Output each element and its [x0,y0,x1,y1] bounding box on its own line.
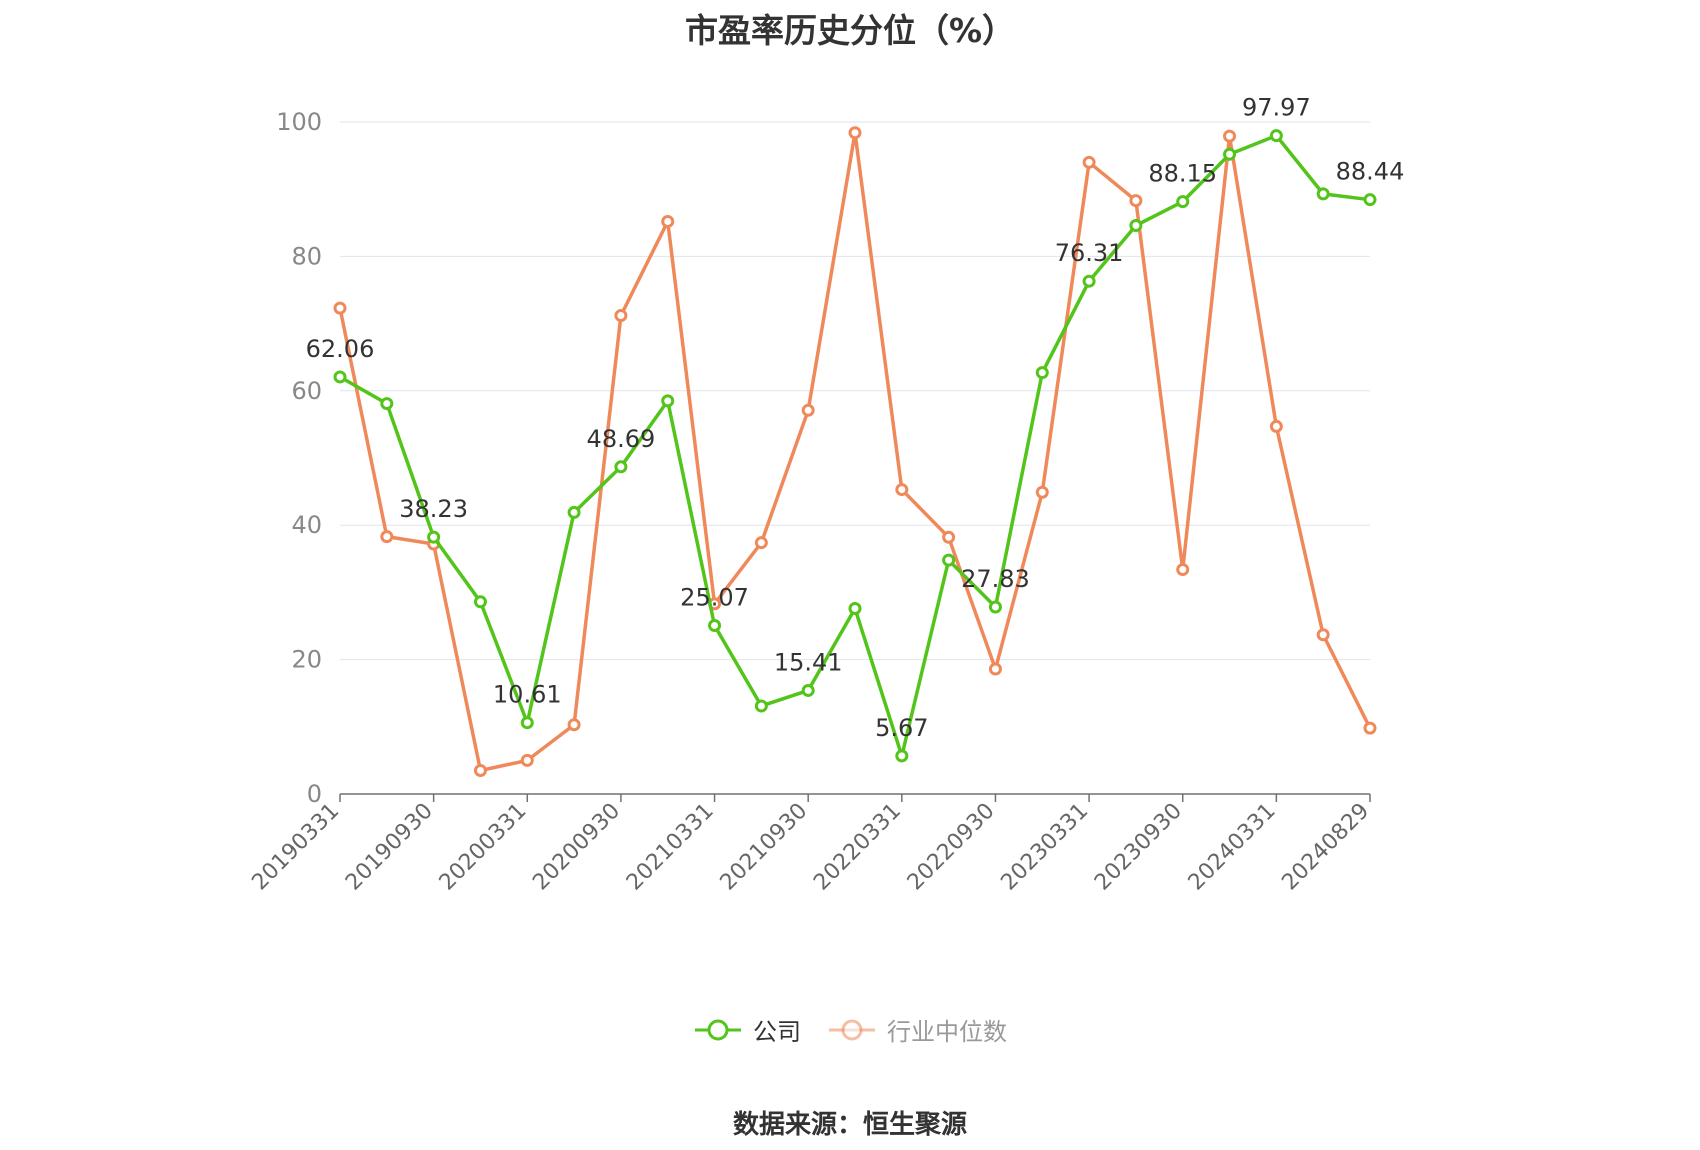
data-point [942,553,956,567]
data-label: 38.23 [399,495,468,523]
y-tick-label: 60 [291,377,322,405]
data-point [1129,218,1143,232]
y-tick-label: 20 [291,646,322,674]
data-label: 25.07 [680,584,749,612]
data-point [754,536,768,550]
data-source: 数据来源：恒生聚源 [732,1110,967,1140]
data-point [567,505,581,519]
x-tick-label: 20200331 [435,799,532,896]
data-point [988,662,1002,676]
x-tick-label: 20220331 [809,799,906,896]
data-point [661,214,675,228]
data-point [1176,195,1190,209]
x-tick-label: 20230930 [1090,799,1187,896]
data-point [1129,194,1143,208]
data-label: 10.61 [493,681,562,709]
series-layer [333,126,1377,777]
data-point [1316,628,1330,642]
data-point [614,309,628,323]
data-point [1223,129,1237,143]
x-tick-label: 20210331 [622,799,719,896]
data-point [1316,187,1330,201]
data-point [1082,155,1096,169]
data-point [1176,563,1190,577]
data-point [895,749,909,763]
data-point [1363,193,1377,207]
data-point [895,483,909,497]
y-tick-label: 100 [276,108,322,136]
data-point [661,394,675,408]
y-tick-label: 80 [291,242,322,270]
data-point [1035,485,1049,499]
data-label: 5.67 [875,714,928,742]
data-label: 62.06 [306,335,375,363]
data-point [614,460,628,474]
data-point [1035,366,1049,380]
data-label: 97.97 [1242,94,1311,122]
data-point [942,530,956,544]
data-point [520,716,534,730]
data-point [333,370,347,384]
data-point [380,530,394,544]
y-tick-label: 0 [307,780,322,808]
chart-title: 市盈率历史分位（%） [684,11,1016,50]
legend: 公司 行业中位数 [0,1012,1700,1047]
legend-label-industry-median: 行业中位数 [887,1018,1007,1046]
x-tick-label: 20240331 [1184,799,1281,896]
data-point [333,301,347,315]
data-point [988,600,1002,614]
data-point [801,683,815,697]
legend-item-company[interactable]: 公司 [693,1012,801,1047]
data-point [380,397,394,411]
data-label: 76.31 [1055,239,1124,267]
x-tick-label: 20210930 [716,799,813,896]
data-label: 27.83 [961,565,1030,593]
data-label: 48.69 [587,425,656,453]
x-tick-label: 20240829 [1277,799,1374,896]
data-point [567,718,581,732]
data-point [848,602,862,616]
data-point [1269,419,1283,433]
data-point [801,403,815,417]
data-point [754,699,768,713]
x-tick-label: 20190930 [341,799,438,896]
x-tick-label: 20220930 [903,799,1000,896]
series-line-0 [339,133,1371,758]
x-tick-label: 20190331 [247,799,344,896]
legend-item-industry-median[interactable]: 行业中位数 [827,1012,1007,1047]
series-line-1 [338,131,1372,773]
data-point [708,619,722,633]
data-point [473,595,487,609]
data-point [848,126,862,140]
data-point [520,753,534,767]
x-tick-label: 20200930 [528,799,625,896]
data-label: 88.44 [1336,158,1405,186]
y-tick-label: 40 [291,511,322,539]
legend-label-company: 公司 [753,1018,801,1046]
data-point [1082,274,1096,288]
data-label: 15.41 [774,648,843,676]
data-label: 88.15 [1148,160,1217,188]
data-point [1363,721,1377,735]
legend-industry-median-icon [829,1019,875,1040]
data-point [473,763,487,777]
legend-company-icon [695,1019,741,1040]
grid-lines [340,121,1370,661]
data-labels: 62.06 38.23 10.61 48.69 25.07 15.41 5.67 27.83 7… [306,94,1405,742]
data-point [427,530,441,544]
x-tick-label: 20230331 [996,799,1093,896]
data-point [1223,147,1237,161]
data-point [1269,129,1283,143]
